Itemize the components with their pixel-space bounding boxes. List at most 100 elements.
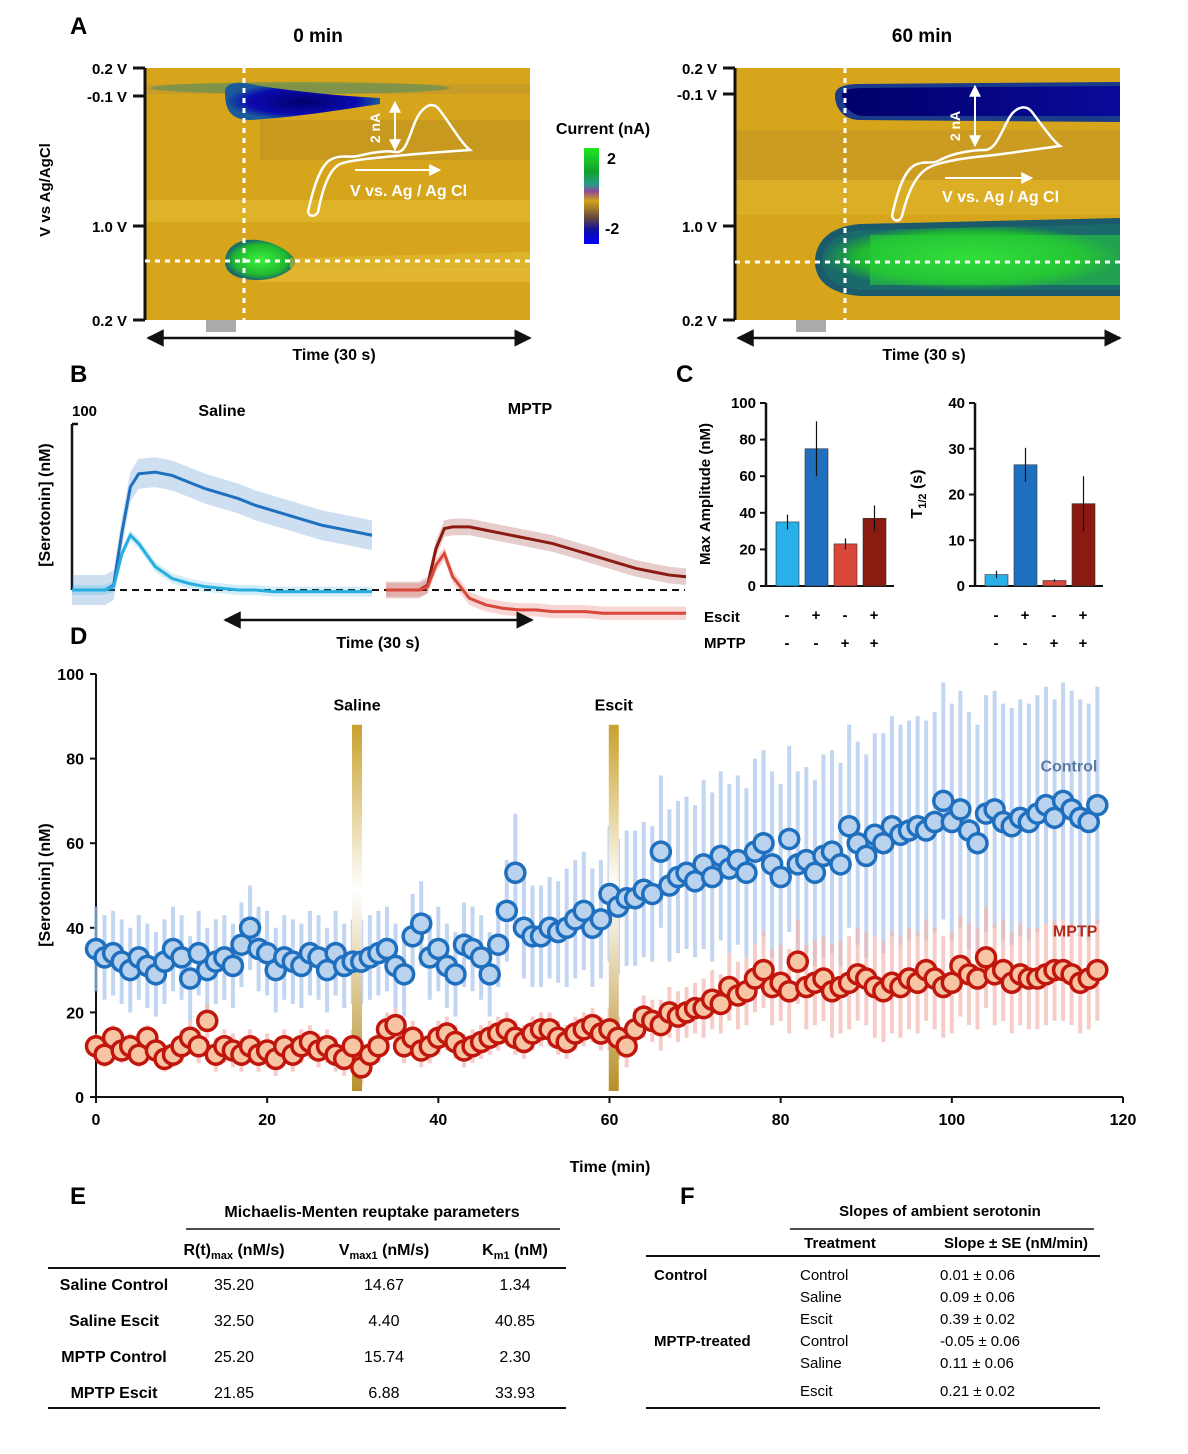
c-escit-sign: -: [994, 607, 999, 624]
d-point-control: [392, 963, 416, 986]
c2-ylabel-tail: (s): [909, 469, 926, 493]
d-point-control: [427, 937, 450, 961]
c2-ylabel-main: T: [909, 509, 926, 519]
d-event-bar-0: [352, 724, 363, 1091]
table-f-slope: -0.05 ± 0.06: [940, 1333, 1020, 1350]
d-point-control: [769, 865, 792, 889]
ytick-right-2: -0.1 V: [677, 87, 717, 104]
d-point-control: [409, 912, 433, 935]
b-ylabel: [Serotonin] (nM): [37, 443, 54, 567]
d-point-mptp: [367, 1034, 390, 1058]
colorbar-max-label: 2: [607, 151, 616, 168]
inset-v-label-right: V vs. Ag / Ag Cl: [942, 189, 1059, 206]
b-band-0-0: [72, 457, 372, 605]
d-point-control: [735, 861, 758, 885]
table-e-col3: Km1 (nM): [482, 1242, 548, 1262]
table-e-col2-main: V: [339, 1242, 350, 1259]
d-point-mptp: [974, 946, 998, 969]
table-f-slope: 0.39 ± 0.02: [940, 1311, 1015, 1328]
d-point-mptp: [341, 1034, 364, 1058]
time-label-left: Time (30 s): [292, 347, 375, 364]
table-f-slope: 0.21 ± 0.02: [940, 1383, 1015, 1400]
color-plot-title-left: 0 min: [293, 26, 343, 47]
table-e-row-value: 33.93: [495, 1385, 535, 1402]
d-point-control: [752, 831, 775, 855]
table-e-col1-tail: (nM/s): [233, 1242, 285, 1259]
colorbar-title: Current (nA): [556, 121, 650, 138]
table-e-row-value: 1.34: [499, 1277, 530, 1294]
table-f-slope: 0.09 ± 0.06: [940, 1289, 1015, 1306]
b-line-1-0: [386, 525, 687, 592]
d-ytick-label: 80: [66, 752, 84, 769]
d-point-control: [1077, 810, 1101, 834]
c-escit-sign: +: [812, 607, 821, 624]
d-point-control: [589, 908, 613, 931]
voltammogram-inset-left: [306, 103, 474, 217]
d-point-control: [700, 865, 724, 889]
d-point-control: [949, 798, 972, 821]
table-e-row-value: 32.50: [214, 1313, 254, 1330]
ytick-left-top: 0.2 V: [92, 61, 127, 78]
table-e: Michaelis-Menten reuptake parameters R(t…: [48, 1204, 566, 1409]
panel-d: 0 20 40 60 80 100 0 20 40 60 80 100 120 Saline Escit Co…: [37, 667, 1136, 1176]
table-e-row-name: Saline Escit: [69, 1313, 159, 1330]
stimulation-bar-right: [796, 320, 826, 332]
table-f-treatment: Saline: [800, 1289, 842, 1306]
inset-scale-label-right: 2 nA: [947, 111, 963, 141]
b-title-mptp: MPTP: [508, 401, 553, 418]
c-mptp-sign: -: [1023, 635, 1028, 652]
c-mptp-sign: +: [870, 635, 879, 652]
d-xtick-label: 60: [601, 1112, 619, 1129]
d-xtick-label: 80: [772, 1112, 790, 1129]
stimulation-bar-left: [206, 320, 236, 332]
color-plot-left-axis: [133, 66, 147, 322]
c-mptp-sign: +: [1079, 635, 1088, 652]
table-e-row-value: 25.20: [214, 1349, 254, 1366]
table-e-col2-sub: max1: [349, 1250, 377, 1262]
d-point-control: [1043, 806, 1066, 830]
table-e-row-name: MPTP Escit: [71, 1385, 159, 1402]
c-mptp-sign: +: [841, 635, 850, 652]
c2-ytick-label: 20: [948, 487, 965, 504]
panel-label-f: F: [680, 1183, 695, 1210]
table-f-treatment: Escit: [800, 1311, 833, 1328]
b-ytick-top: 100: [72, 403, 97, 420]
panel-a: 0 min 60 min V vs Ag/AgCl: [37, 26, 1122, 364]
d-xlabel: Time (min): [570, 1159, 651, 1176]
table-f: Slopes of ambient serotonin Treatment Sl…: [646, 1203, 1100, 1409]
c1-bar: [775, 521, 800, 587]
c-escit-sign: +: [1021, 607, 1030, 624]
panel-label-d: D: [70, 623, 87, 650]
c-escit-sign: -: [1052, 607, 1057, 624]
d-point-control: [504, 861, 527, 885]
d-point-control: [572, 899, 596, 923]
d-ytick-label: 60: [66, 836, 84, 853]
d-point-control: [238, 916, 262, 940]
panel-label-b: B: [70, 361, 87, 388]
d-point-control: [855, 844, 878, 868]
table-f-title: Slopes of ambient serotonin: [839, 1203, 1041, 1220]
table-f-col2: Slope ± SE (nM/min): [944, 1235, 1088, 1252]
panel-label-a: A: [70, 13, 87, 40]
table-e-col3-sub: m1: [494, 1250, 510, 1262]
c-escit-sign: +: [1079, 607, 1088, 624]
table-e-col2-tail: (nM/s): [378, 1242, 430, 1259]
d-point-mptp: [940, 971, 964, 995]
d-ytick-label: 40: [66, 921, 84, 938]
d-point-control: [932, 789, 955, 813]
c1-ytick-label: 80: [739, 432, 756, 449]
d-point-control: [777, 827, 801, 851]
d-point-control: [829, 853, 852, 876]
table-e-col3-tail: (nM): [510, 1242, 548, 1259]
c2-ytick-label: 30: [948, 441, 965, 458]
c2-ytick-label: 10: [948, 532, 965, 549]
table-e-col2: Vmax1 (nM/s): [339, 1242, 429, 1262]
inset-scale-label-left: 2 nA: [367, 113, 383, 143]
table-f-treatment: Escit: [800, 1383, 833, 1400]
ytick-right-3: 1.0 V: [682, 219, 717, 236]
table-e-col1-sub: max: [211, 1250, 234, 1262]
ytick-right-top: 0.2 V: [682, 61, 717, 78]
table-e-row-value: 15.74: [364, 1349, 404, 1366]
d-xtick-label: 40: [429, 1112, 447, 1129]
